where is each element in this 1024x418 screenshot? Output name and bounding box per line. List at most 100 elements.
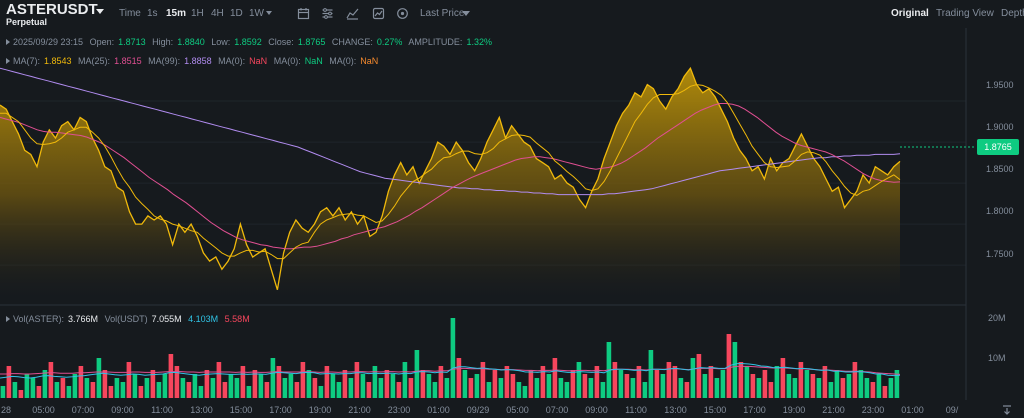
volume-tick: 10M <box>988 353 1006 363</box>
axis-settings-icon[interactable] <box>1001 404 1013 416</box>
volume-bar <box>486 382 492 398</box>
volume-bar <box>234 378 240 398</box>
volume-bar <box>582 374 588 398</box>
vol-aster-label: Vol(ASTER): <box>13 314 65 324</box>
tab-depth[interactable]: Depth <box>1001 8 1024 19</box>
collapse-legend-icon[interactable] <box>6 39 10 45</box>
volume-bar <box>60 378 66 398</box>
volume-bar <box>450 318 456 398</box>
indicators-icon[interactable] <box>372 7 385 20</box>
layout-icon[interactable] <box>396 7 409 20</box>
ma25-value: 1.8515 <box>114 56 142 66</box>
symbol-name[interactable]: ASTERUSDT <box>6 1 98 18</box>
price-type-dropdown-icon[interactable] <box>462 11 470 16</box>
tab-trading-view[interactable]: Trading View <box>936 8 994 19</box>
high-value: 1.8840 <box>177 37 205 47</box>
volume-bar <box>792 378 798 398</box>
volume-bar <box>774 366 780 398</box>
chart-type-icon[interactable] <box>346 7 359 20</box>
current-price-badge: 1.8765 <box>977 139 1019 155</box>
volume-bar <box>510 374 516 398</box>
volume-bar <box>642 382 648 398</box>
volume-bar <box>24 374 30 398</box>
volume-bar <box>54 382 60 398</box>
high-label: High: <box>152 37 174 47</box>
volume-bar <box>252 370 258 398</box>
volume-bar <box>276 366 282 398</box>
timeframe-4h[interactable]: 4H <box>211 8 224 19</box>
volume-bar <box>132 374 138 398</box>
volume-bar <box>612 362 618 398</box>
time-tick: 09:00 <box>585 405 608 415</box>
settings-icon[interactable] <box>321 7 334 20</box>
volume-bar <box>384 370 390 398</box>
volume-bar <box>210 378 216 398</box>
volume-bar <box>810 374 816 398</box>
volume-bar <box>894 370 900 398</box>
ma99-value: 1.8858 <box>184 56 212 66</box>
volume-bar <box>738 362 744 398</box>
ma-legend: MA(7): 1.8543 MA(25): 1.8515 MA(99): 1.8858… <box>6 56 382 66</box>
volume-bar <box>522 386 528 398</box>
tab-original[interactable]: Original <box>891 8 929 19</box>
volume-bar <box>624 374 630 398</box>
collapse-ma-icon[interactable] <box>6 58 10 64</box>
volume-bar <box>420 370 426 398</box>
volume-bar <box>192 374 198 398</box>
volume-bar <box>120 382 126 398</box>
volume-bar <box>378 378 384 398</box>
timeframe-1d[interactable]: 1D <box>230 8 243 19</box>
volume-bar <box>876 374 882 398</box>
timeframe-time[interactable]: Time <box>119 8 141 19</box>
volume-bar <box>180 378 186 398</box>
volume-bar <box>396 382 402 398</box>
volume-bar <box>834 370 840 398</box>
time-tick: 05:00 <box>506 405 529 415</box>
ohlc-legend: 2025/09/29 23:15 Open: 1.8713 High: 1.8840… <box>6 37 496 47</box>
symbol-dropdown-icon[interactable] <box>96 9 104 14</box>
volume-bar <box>462 370 468 398</box>
timeframe-15m[interactable]: 15m <box>166 8 187 19</box>
price-area-fill <box>0 68 900 298</box>
price-type-selector[interactable]: Last Price <box>420 8 465 19</box>
volume-bar <box>594 366 600 398</box>
volume-bar <box>228 374 234 398</box>
timeframe-1h[interactable]: 1H <box>191 8 204 19</box>
ma99-label: MA(99): <box>148 56 181 66</box>
volume-bar <box>534 378 540 398</box>
volume-bar <box>48 362 54 398</box>
ma0-label-3: MA(0): <box>329 56 357 66</box>
volume-bar <box>720 370 726 398</box>
volume-bar <box>330 374 336 398</box>
volume-bar <box>858 370 864 398</box>
time-tick: 23:00 <box>861 405 885 415</box>
collapse-volume-icon[interactable] <box>6 316 10 322</box>
volume-bar <box>762 370 768 398</box>
volume-ma-lines <box>0 363 901 379</box>
volume-bar <box>390 374 396 398</box>
volume-bar <box>696 354 702 398</box>
volume-bar <box>204 370 210 398</box>
timeframe-1s[interactable]: 1s <box>147 8 158 19</box>
volume-bar <box>240 366 246 398</box>
calendar-icon[interactable] <box>297 7 310 20</box>
volume-bar <box>216 362 222 398</box>
timeframe-more-icon[interactable] <box>266 11 272 15</box>
time-tick: 09/29 <box>466 405 490 415</box>
volume-bar <box>564 382 570 398</box>
volume-bar <box>264 382 270 398</box>
timeframe-1w[interactable]: 1W <box>249 8 264 19</box>
volume-bar <box>78 366 84 398</box>
volume-bar <box>426 374 432 398</box>
volume-bar <box>474 374 480 398</box>
volume-bars <box>0 318 900 398</box>
volume-bar <box>516 382 522 398</box>
amplitude-label: AMPLITUDE: <box>408 37 463 47</box>
volume-bar <box>576 362 582 398</box>
volume-bar <box>66 386 72 398</box>
volume-bar <box>144 378 150 398</box>
volume-bar <box>540 366 546 398</box>
volume-bar <box>480 362 486 398</box>
close-label: Close: <box>268 37 294 47</box>
